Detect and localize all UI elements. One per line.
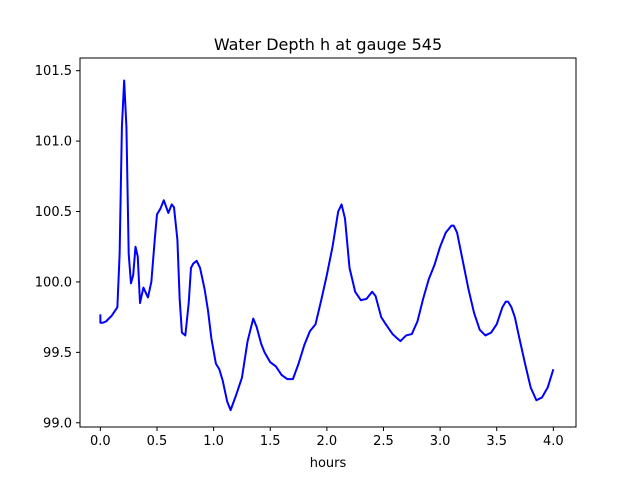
axes-frame [79,57,577,428]
chart-title: Water Depth h at gauge 545 [214,35,442,54]
x-tick-label: 3.0 [430,434,451,449]
y-tick-label: 101.5 [35,64,72,79]
x-tick-label: 0.5 [147,434,168,449]
x-axis-label: hours [310,456,347,471]
x-tick-label: 1.5 [260,434,281,449]
y-tick-label: 100.0 [35,275,72,290]
y-tick-label: 101.0 [35,135,72,150]
y-axis-ticks: 99.0 99.5 100.0 100.5 101.0 101.5 [35,64,80,431]
plot-area [99,79,555,412]
x-tick-label: 2.5 [373,434,394,449]
x-tick-label: 3.5 [486,434,507,449]
y-tick-label: 99.0 [43,416,72,431]
x-tick-label: 0.0 [90,434,111,449]
x-axis-ticks: 0.0 0.5 1.0 1.5 2.0 2.5 3.0 3.5 4.0 [90,427,564,449]
x-tick-label: 2.0 [317,434,338,449]
x-tick-label: 1.0 [203,434,224,449]
y-tick-label: 99.5 [43,346,72,361]
x-tick-label: 4.0 [543,434,564,449]
y-tick-label: 100.5 [35,205,72,220]
series-line-0 [99,79,555,412]
